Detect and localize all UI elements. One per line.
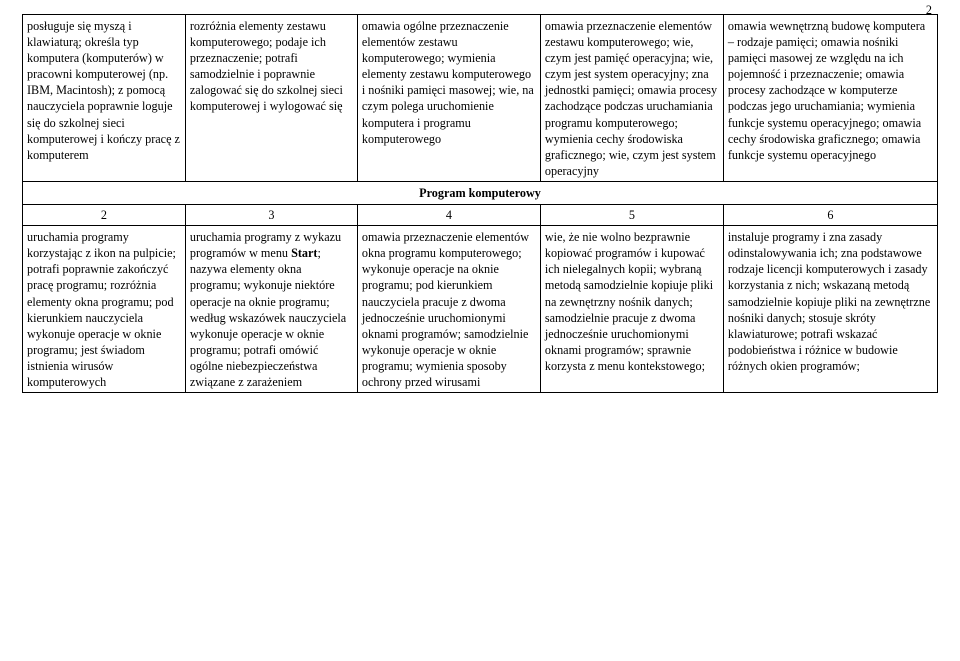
cell-bot-3: omawia przeznaczenie elementów okna prog… [357,226,540,393]
cell-top-1: posługuje się myszą i klawiaturą; określ… [23,15,186,182]
cell-top-5: omawia wewnętrzną budowę komputera – rod… [723,15,937,182]
page-number: 2 [926,2,932,18]
cell-top-4: omawia przeznaczenie elementów zestawu k… [540,15,723,182]
top-content-row: posługuje się myszą i klawiaturą; określ… [23,15,938,182]
col-num-5: 6 [723,205,937,226]
curriculum-table: posługuje się myszą i klawiaturą; określ… [22,14,938,393]
section-heading: Program komputerowy [23,181,938,204]
bottom-content-row: uruchamia programy korzystając z ikon na… [23,226,938,393]
cell-bot-2-b: ; nazywa elementy okna programu; wykonuj… [190,246,346,389]
section-heading-row: Program komputerowy [23,181,938,204]
col-num-3: 4 [357,205,540,226]
cell-bot-4: wie, że nie wolno bezprawnie kopiować pr… [540,226,723,393]
cell-top-3: omawia ogólne przeznaczenie elementów ze… [357,15,540,182]
cell-bot-5: instaluje programy i zna zasady odinstal… [723,226,937,393]
col-num-2: 3 [185,205,357,226]
column-number-row: 2 3 4 5 6 [23,205,938,226]
start-menu-word: Start [291,246,317,260]
col-num-1: 2 [23,205,186,226]
cell-bot-2: uruchamia programy z wykazu programów w … [185,226,357,393]
cell-bot-1: uruchamia programy korzystając z ikon na… [23,226,186,393]
col-num-4: 5 [540,205,723,226]
cell-top-2: rozróżnia elementy zestawu komputerowego… [185,15,357,182]
